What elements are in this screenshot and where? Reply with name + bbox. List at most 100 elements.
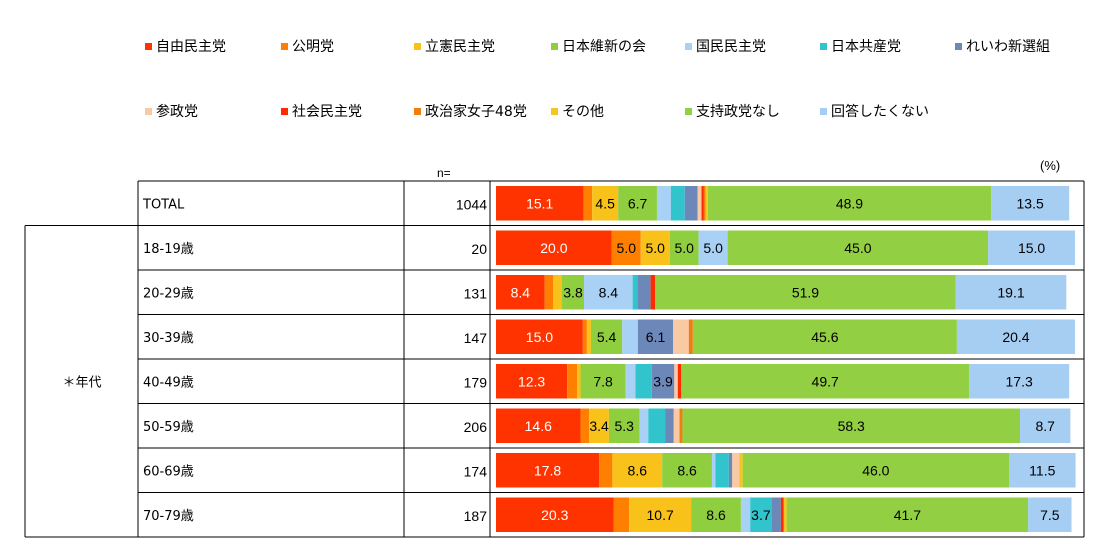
legend-label: 日本共産党 bbox=[831, 39, 901, 55]
bar-segment bbox=[651, 364, 675, 399]
legend-label: 自由民主党 bbox=[156, 39, 226, 55]
bar-segment bbox=[692, 319, 957, 354]
bar-segment bbox=[740, 497, 751, 532]
data-label: 15.1 bbox=[526, 195, 553, 211]
legend-swatch bbox=[685, 107, 692, 115]
n-value: 179 bbox=[464, 374, 488, 390]
legend: 自由民主党 公明党 立憲民主党 日本維新の会 国民民主党 日本共産党 れいわ新選組 参政党 社会… bbox=[0, 0, 1112, 140]
data-label: 20.4 bbox=[1002, 329, 1029, 345]
bar-segment bbox=[592, 186, 619, 221]
bar-segment bbox=[783, 497, 787, 532]
data-label: 8.6 bbox=[628, 462, 648, 478]
bar-segment bbox=[732, 453, 740, 488]
bar-segment bbox=[684, 186, 698, 221]
bar-segment bbox=[670, 186, 685, 221]
bar-segment bbox=[750, 497, 772, 532]
legend-label: 公明党 bbox=[292, 39, 334, 55]
bar-segment bbox=[669, 230, 699, 265]
bar-segment bbox=[662, 453, 712, 488]
bar-segment bbox=[586, 319, 591, 354]
data-label: 5.0 bbox=[703, 240, 723, 256]
data-label: 5.4 bbox=[597, 329, 617, 345]
category-label: 70-79歳 bbox=[143, 509, 194, 524]
legend-label: 政治家女子48党 bbox=[425, 104, 527, 120]
data-label: 15.0 bbox=[1018, 240, 1045, 256]
bar-segment bbox=[544, 275, 554, 310]
bar-segment bbox=[739, 453, 743, 488]
legend-item: 社会民主党 bbox=[281, 101, 362, 121]
bar-segment bbox=[629, 497, 692, 532]
bar-segment bbox=[956, 319, 1075, 354]
bar-segment bbox=[991, 186, 1070, 221]
bar-segment bbox=[682, 408, 1020, 443]
bar-segment bbox=[496, 230, 612, 265]
bar-segment bbox=[580, 408, 590, 443]
bar-segment bbox=[780, 497, 784, 532]
bar-segment bbox=[728, 453, 733, 488]
data-label: 8.4 bbox=[511, 284, 531, 300]
category-label: 20-29歳 bbox=[143, 286, 194, 301]
bar-segment bbox=[637, 275, 651, 310]
data-label: 19.1 bbox=[997, 284, 1024, 300]
bar-segment bbox=[727, 230, 989, 265]
data-label: 5.0 bbox=[645, 240, 665, 256]
legend-label: 立憲民主党 bbox=[425, 39, 495, 55]
data-label: 7.5 bbox=[1040, 507, 1060, 523]
bar-segment bbox=[688, 319, 693, 354]
bar-segment bbox=[625, 364, 636, 399]
legend-item: 政治家女子48党 bbox=[414, 101, 527, 121]
legend-item: その他 bbox=[551, 101, 604, 121]
bar-segment bbox=[715, 453, 729, 488]
legend-item: 自由民主党 bbox=[145, 36, 226, 56]
bar-segment bbox=[496, 319, 583, 354]
bar-segment bbox=[698, 230, 728, 265]
data-label: 3.9 bbox=[653, 373, 673, 389]
n-value: 20 bbox=[471, 241, 487, 257]
category-label: 18-19歳 bbox=[143, 242, 194, 257]
data-label: 10.7 bbox=[647, 507, 674, 523]
bar-segment bbox=[496, 497, 614, 532]
data-label: 45.6 bbox=[811, 329, 838, 345]
legend-swatch bbox=[414, 42, 421, 50]
legend-swatch bbox=[820, 107, 827, 115]
bar-segment bbox=[705, 186, 708, 221]
category-label: 50-59歳 bbox=[143, 420, 194, 435]
data-label: 3.8 bbox=[563, 284, 583, 300]
data-label: 41.7 bbox=[894, 507, 921, 523]
bar-segment bbox=[1019, 408, 1071, 443]
legend-swatch bbox=[281, 42, 288, 50]
data-label: 8.6 bbox=[677, 462, 697, 478]
bar-segment bbox=[969, 364, 1070, 399]
data-label: 5.0 bbox=[674, 240, 694, 256]
legend-swatch bbox=[281, 107, 288, 115]
legend-label: 社会民主党 bbox=[292, 104, 362, 120]
bar-segment bbox=[496, 453, 600, 488]
n-value: 174 bbox=[464, 463, 488, 479]
bar-segment bbox=[599, 453, 613, 488]
bar-segment bbox=[665, 408, 674, 443]
data-label: 49.7 bbox=[812, 373, 839, 389]
bar-segment bbox=[677, 364, 682, 399]
bar-segment bbox=[611, 230, 641, 265]
legend-swatch bbox=[145, 42, 152, 50]
bar-segment bbox=[618, 186, 657, 221]
bar-segment bbox=[635, 364, 652, 399]
data-label: 7.8 bbox=[593, 373, 613, 389]
n-header: n= bbox=[437, 166, 451, 180]
data-label: 15.0 bbox=[526, 329, 553, 345]
data-label: 5.3 bbox=[615, 418, 635, 434]
bar-segment bbox=[639, 408, 649, 443]
data-label: 11.5 bbox=[1029, 462, 1055, 478]
n-value: 131 bbox=[464, 285, 488, 301]
bar-segment bbox=[612, 453, 663, 488]
legend-label: 支持政党なし bbox=[696, 104, 780, 120]
bar-segment bbox=[655, 275, 956, 310]
bar-segment bbox=[701, 186, 704, 221]
bar-segment bbox=[590, 319, 623, 354]
n-value: 1044 bbox=[456, 196, 487, 212]
bar-segment bbox=[608, 408, 640, 443]
bar-segment bbox=[673, 408, 680, 443]
bar-segment bbox=[697, 186, 702, 221]
bar-segment bbox=[496, 408, 581, 443]
